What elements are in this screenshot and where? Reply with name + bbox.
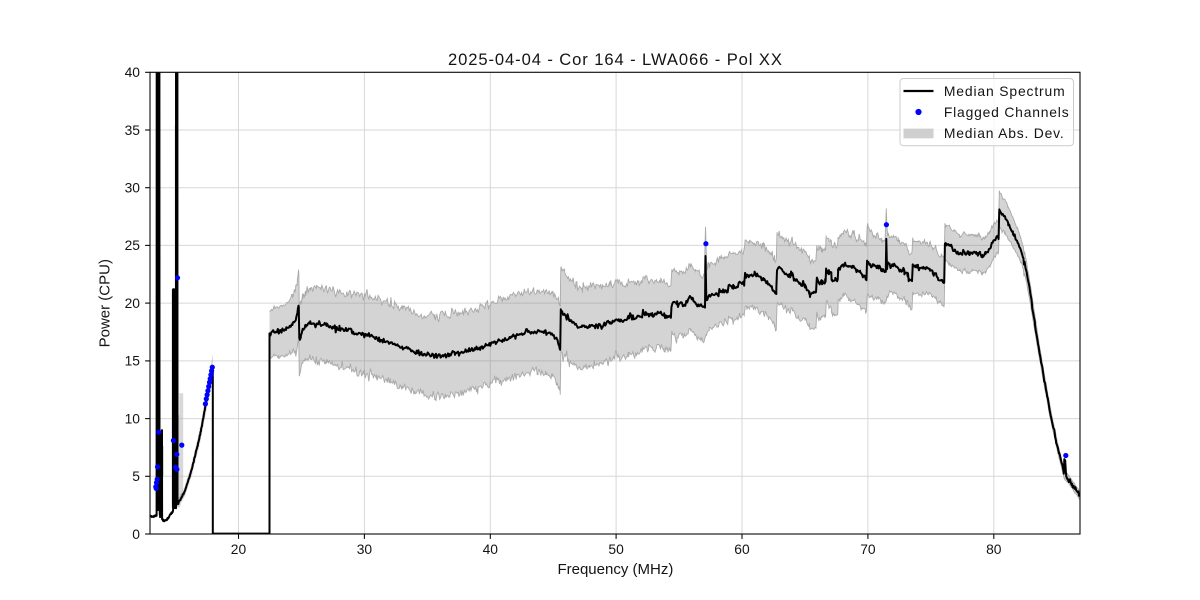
svg-text:30: 30 (357, 541, 373, 557)
svg-text:80: 80 (986, 541, 1002, 557)
svg-text:Frequency (MHz): Frequency (MHz) (557, 561, 673, 578)
svg-text:Median Spectrum: Median Spectrum (944, 83, 1066, 99)
svg-text:35: 35 (125, 122, 141, 138)
svg-text:0: 0 (132, 526, 140, 542)
svg-text:20: 20 (231, 541, 247, 557)
svg-text:40: 40 (483, 541, 499, 557)
svg-text:5: 5 (132, 468, 140, 484)
svg-text:Median Abs. Dev.: Median Abs. Dev. (944, 125, 1065, 141)
svg-text:70: 70 (860, 541, 876, 557)
svg-text:60: 60 (734, 541, 750, 557)
svg-text:25: 25 (125, 237, 141, 253)
svg-text:30: 30 (125, 180, 141, 196)
svg-text:10: 10 (125, 410, 141, 426)
svg-text:Power (CPU): Power (CPU) (97, 259, 114, 347)
svg-text:Flagged Channels: Flagged Channels (944, 104, 1070, 120)
svg-text:2025-04-04 - Cor 164 - LWA066: 2025-04-04 - Cor 164 - LWA066 - Pol XX (448, 50, 783, 69)
svg-text:20: 20 (125, 295, 141, 311)
svg-text:15: 15 (125, 353, 141, 369)
svg-text:50: 50 (608, 541, 624, 557)
svg-text:40: 40 (125, 64, 141, 80)
